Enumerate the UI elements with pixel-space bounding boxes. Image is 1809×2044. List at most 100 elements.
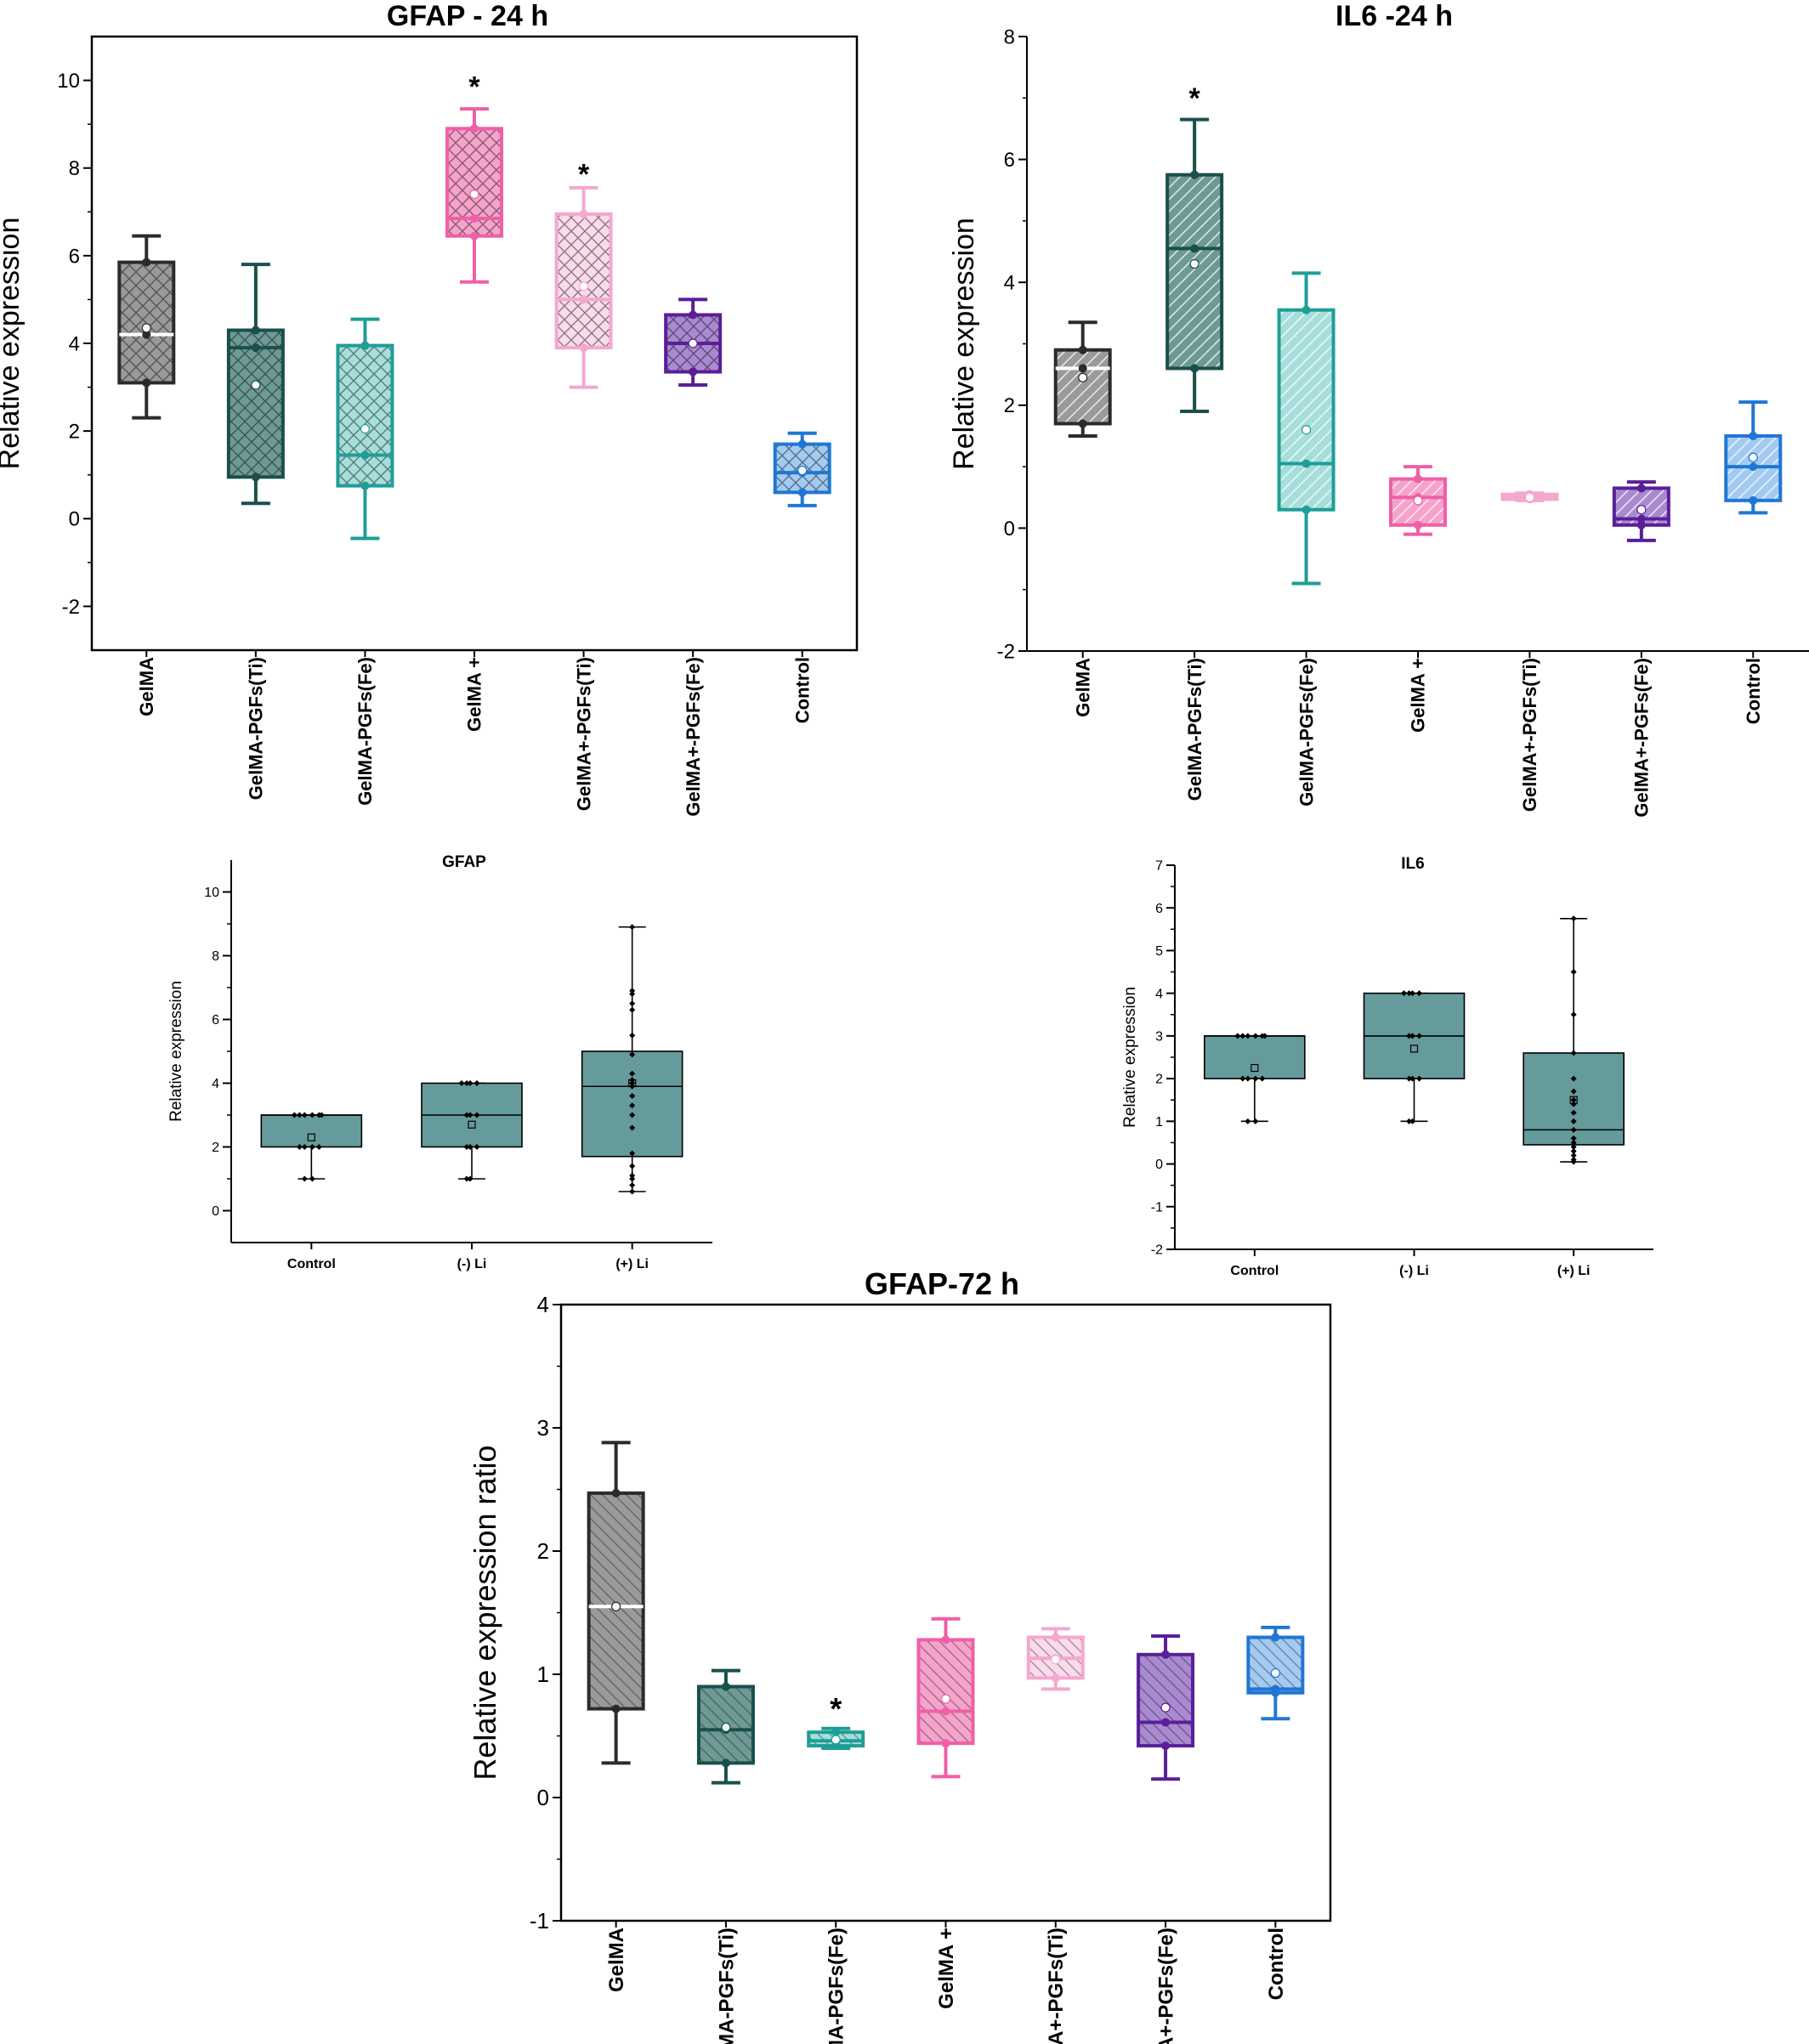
data-point — [1570, 1075, 1577, 1082]
chart-gfapLi: GFAP 0 2 4 6 8 10 Relative expression Control (-)… — [167, 853, 712, 1271]
y-tick-label: 4 — [212, 1077, 219, 1091]
data-point — [463, 1175, 470, 1182]
category-label: (+) Li — [615, 1257, 649, 1271]
category-label: GelMA-PGFs(Ti) — [246, 657, 267, 800]
data-point — [629, 1112, 636, 1118]
y-tick-label: -1 — [530, 1908, 549, 1934]
data-point — [142, 258, 151, 267]
data-point — [629, 1163, 636, 1169]
data-point — [301, 1112, 308, 1118]
mean-marker — [1409, 1045, 1419, 1053]
significance-star: * — [1189, 82, 1201, 115]
data-point — [1570, 1126, 1577, 1133]
data-point — [1239, 1075, 1246, 1082]
data-point — [1301, 505, 1311, 514]
data-point — [1190, 170, 1199, 179]
category-label: GelMA+-PGFs(Ti) — [573, 657, 594, 811]
data-point — [1190, 364, 1199, 373]
data-point — [1570, 1143, 1577, 1150]
box-hatch — [1055, 349, 1110, 424]
data-point — [360, 481, 370, 490]
y-axis-label: Relative expression — [0, 218, 26, 470]
y-tick-label: 2 — [212, 1141, 219, 1155]
data-point — [142, 378, 151, 388]
data-point — [1078, 364, 1087, 373]
data-point — [1570, 1118, 1577, 1124]
data-point — [797, 488, 807, 497]
box-5 — [1137, 1634, 1195, 1781]
data-point — [1570, 1101, 1577, 1107]
data-point — [467, 1080, 474, 1086]
category-label: GelMA+-PGFs(Fe) — [683, 657, 704, 817]
box-hatch — [556, 213, 611, 348]
category-label: GelMA-PGFs(Fe) — [1296, 658, 1317, 807]
mean-marker — [1250, 1063, 1259, 1073]
box-2 — [807, 1726, 865, 1751]
category-label: GelMA — [1072, 658, 1093, 717]
y-tick-label: 8 — [69, 157, 80, 180]
category-label: Control — [1230, 1264, 1279, 1278]
box-4 — [1500, 490, 1559, 504]
box-0 — [1204, 1033, 1306, 1124]
box-5 — [1612, 480, 1670, 542]
y-tick-label: -2 — [62, 596, 80, 619]
box-hatch — [1138, 1654, 1194, 1747]
y-tick-label: 6 — [212, 1013, 219, 1028]
box-2 — [1277, 271, 1335, 586]
chart-il6Li: IL6 -2 -1 0 1 2 3 4 5 6 7 Relative expression Contro… — [1121, 855, 1653, 1278]
data-point — [629, 1102, 636, 1109]
mean-marker — [688, 338, 698, 348]
data-point — [629, 1000, 636, 1007]
data-point — [1262, 1033, 1268, 1039]
data-point — [629, 1188, 636, 1195]
data-point — [251, 343, 260, 353]
data-point — [315, 1144, 322, 1150]
data-point — [1749, 495, 1758, 505]
y-tick-label: 6 — [1004, 149, 1015, 172]
data-point — [1406, 990, 1412, 997]
data-point — [1414, 520, 1422, 529]
data-point — [1252, 1075, 1259, 1082]
data-point — [629, 1182, 636, 1188]
data-point — [291, 1112, 298, 1118]
data-point — [1234, 1033, 1241, 1039]
data-point — [1409, 1033, 1415, 1039]
data-point — [360, 341, 370, 350]
mean-marker — [797, 465, 808, 476]
box-hatch — [918, 1639, 973, 1744]
category-label: Control — [1265, 1928, 1288, 2000]
y-tick-label: 10 — [204, 886, 219, 900]
box-2 — [581, 924, 683, 1195]
data-point — [1161, 1718, 1171, 1727]
box-hatch — [228, 330, 283, 478]
data-point — [1051, 1633, 1060, 1642]
data-point — [1245, 1075, 1251, 1082]
category-label: (+) Li — [1557, 1264, 1591, 1278]
data-point — [296, 1144, 303, 1150]
data-point — [1239, 1033, 1246, 1039]
data-point — [1570, 1096, 1577, 1103]
data-point — [579, 295, 588, 304]
data-point — [1409, 990, 1415, 997]
y-tick-label: 2 — [1004, 394, 1015, 417]
data-point — [1245, 1118, 1251, 1124]
mean-marker — [611, 1601, 621, 1611]
data-point — [941, 1635, 950, 1645]
data-point — [1161, 1741, 1171, 1751]
data-point — [301, 1144, 308, 1150]
category-label: GelMA+-PGFs(Fe) — [1154, 1928, 1177, 2044]
data-point — [831, 1728, 841, 1737]
mean-marker — [1636, 505, 1647, 515]
data-point — [1245, 1033, 1251, 1039]
data-point — [1252, 1118, 1259, 1124]
data-point — [1078, 419, 1087, 428]
mean-marker — [1160, 1702, 1171, 1713]
chart-gfap72: GFAP-72 h -1 0 1 2 3 4 Relative expression rati… — [468, 1266, 1332, 2044]
data-point — [1414, 474, 1422, 484]
data-point — [1636, 484, 1646, 493]
data-point — [941, 1739, 950, 1748]
box-hatch — [1279, 309, 1334, 510]
data-point — [467, 1144, 474, 1150]
